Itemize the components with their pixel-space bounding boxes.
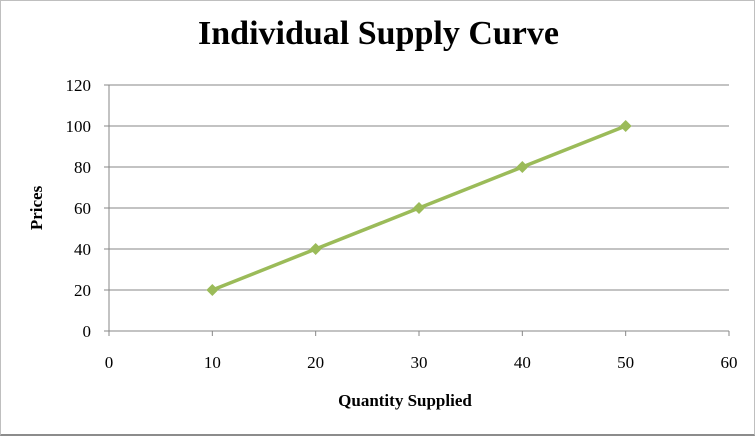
data-point: [413, 202, 425, 214]
y-tick-label: 60: [74, 199, 91, 218]
x-tick-label: 20: [307, 353, 324, 372]
y-tick-label: 120: [66, 76, 92, 95]
y-axis-title: Prices: [27, 185, 46, 230]
chart-title: Individual Supply Curve: [198, 15, 559, 52]
x-tick-label: 10: [204, 353, 221, 372]
y-tick-label: 0: [83, 322, 92, 341]
x-tick-label: 50: [617, 353, 634, 372]
y-tick-label: 40: [74, 240, 91, 259]
x-tick-label: 60: [721, 353, 738, 372]
x-tick-label: 40: [514, 353, 531, 372]
x-tick-label: 0: [105, 353, 114, 372]
data-point: [206, 284, 219, 296]
data-point: [309, 243, 322, 255]
data-point: [516, 161, 529, 173]
y-tick-label: 80: [74, 158, 91, 177]
x-tick-label: 30: [411, 353, 428, 372]
y-tick-label: 100: [66, 117, 92, 136]
y-tick-label: 20: [74, 281, 91, 300]
x-axis-title: Quantity Supplied: [338, 391, 472, 410]
data-point: [619, 120, 632, 132]
